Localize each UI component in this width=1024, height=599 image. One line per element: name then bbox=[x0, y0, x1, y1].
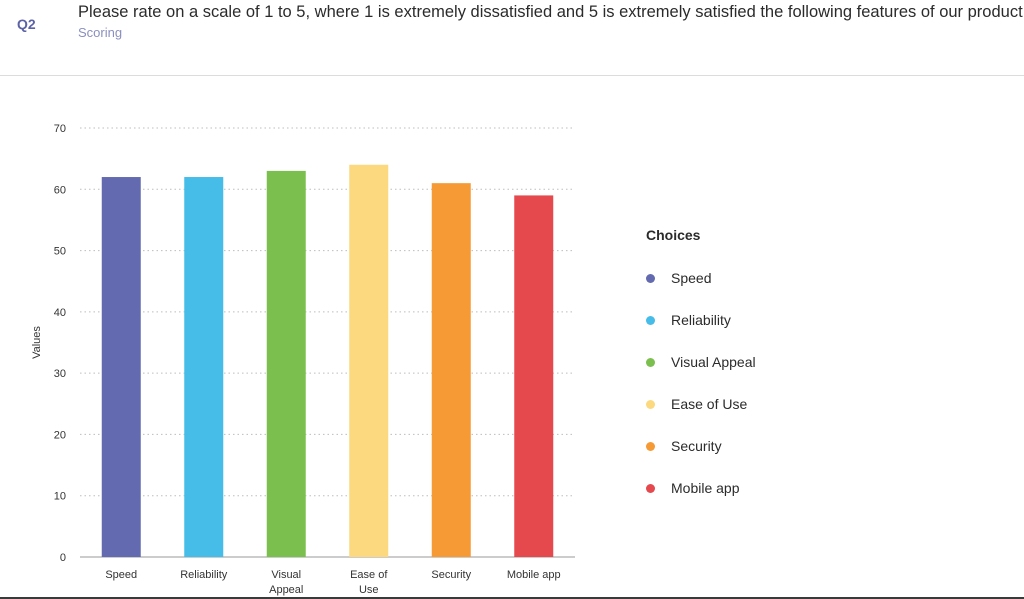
bar-mobile-app bbox=[514, 195, 554, 557]
bar-speed bbox=[101, 177, 141, 557]
legend-label: Visual Appeal bbox=[671, 354, 756, 370]
x-tick-label: Mobile app bbox=[507, 569, 561, 581]
legend-label: Reliability bbox=[671, 312, 731, 328]
legend-item: Reliability bbox=[646, 310, 756, 352]
legend-dot-icon bbox=[646, 358, 655, 367]
bar-security bbox=[431, 183, 471, 557]
chart-legend: Choices Speed Reliability Visual Appeal Eas… bbox=[646, 226, 756, 520]
question-header: Q2 Please rate on a scale of 1 to 5, whe… bbox=[0, 0, 1024, 76]
bar-reliability bbox=[184, 177, 224, 557]
legend-dot-icon bbox=[646, 400, 655, 409]
y-tick-label: 30 bbox=[54, 368, 66, 380]
legend-title: Choices bbox=[646, 227, 701, 243]
legend-item: Security bbox=[646, 436, 756, 478]
y-tick-label: 10 bbox=[54, 491, 66, 503]
bar-ease-of-use bbox=[349, 164, 389, 557]
y-tick-label: 70 bbox=[54, 123, 66, 135]
x-tick-label: Speed bbox=[105, 569, 137, 581]
y-axis-label: Values bbox=[31, 326, 43, 359]
legend-item: Mobile app bbox=[646, 478, 756, 520]
y-tick-label: 0 bbox=[60, 552, 66, 564]
question-number: Q2 bbox=[17, 16, 36, 32]
bottom-border bbox=[0, 597, 1024, 599]
x-tick-label: Security bbox=[431, 569, 471, 581]
x-tick-label: Visual bbox=[271, 569, 301, 581]
x-tick-label: Appeal bbox=[269, 584, 303, 596]
legend-label: Ease of Use bbox=[671, 396, 748, 412]
legend-item: Ease of Use bbox=[646, 394, 756, 436]
bar-chart: 0 10 20 30 40 50 60 70 Values Speed Reliability Vis… bbox=[31, 123, 575, 596]
y-tick-label: 20 bbox=[54, 429, 66, 441]
legend-item: Speed bbox=[646, 268, 756, 310]
question-text: Please rate on a scale of 1 to 5, where … bbox=[78, 3, 1024, 21]
legend-dot-icon bbox=[646, 316, 655, 325]
legend-label: Mobile app bbox=[671, 480, 740, 496]
legend-label: Security bbox=[671, 438, 722, 454]
legend-item: Visual Appeal bbox=[646, 352, 756, 394]
legend-dot-icon bbox=[646, 442, 655, 451]
y-tick-label: 60 bbox=[54, 184, 66, 196]
question-subtitle: Scoring bbox=[78, 25, 123, 40]
x-tick-label: Reliability bbox=[180, 569, 228, 581]
legend-dot-icon bbox=[646, 484, 655, 493]
legend-label: Speed bbox=[671, 270, 712, 286]
x-tick-label: Ease of bbox=[350, 569, 388, 581]
x-tick-label: Use bbox=[359, 584, 379, 596]
legend-dot-icon bbox=[646, 274, 655, 283]
y-tick-label: 40 bbox=[54, 307, 66, 319]
y-tick-label: 50 bbox=[54, 246, 66, 258]
legend-items: Speed Reliability Visual Appeal Ease of Use… bbox=[646, 268, 756, 520]
bar-visual-appeal bbox=[266, 170, 306, 557]
